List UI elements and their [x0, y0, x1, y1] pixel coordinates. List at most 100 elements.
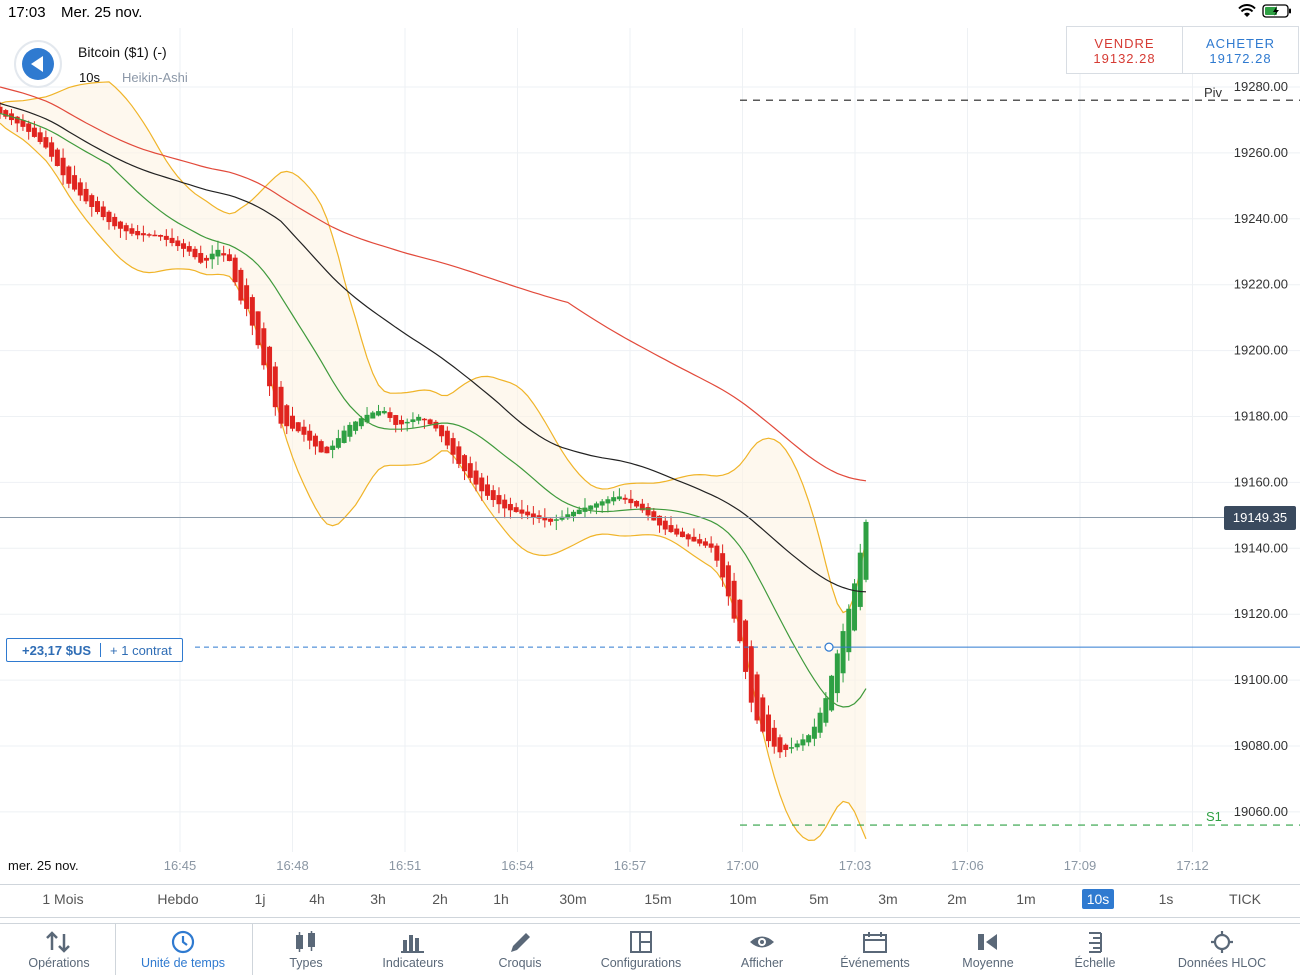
candle-body	[484, 484, 490, 496]
candle-body	[31, 127, 37, 137]
candle-body	[668, 525, 674, 533]
candle-body	[226, 254, 232, 262]
timeframe-3h[interactable]: 3h	[370, 891, 386, 907]
timeframe-5m[interactable]: 5m	[809, 891, 829, 907]
candle-body	[616, 496, 622, 500]
toolbar-moyenne[interactable]: Moyenne	[923, 923, 1053, 975]
candle-body	[777, 737, 783, 753]
candle-body	[846, 608, 852, 653]
timeframe-10s[interactable]: 10s	[1081, 889, 1115, 909]
candle-body	[244, 285, 250, 309]
y-tick-label: 19140.00	[1234, 540, 1288, 555]
candle-body	[175, 240, 181, 247]
eye-icon	[750, 936, 774, 948]
candle-body	[169, 237, 175, 244]
toolbar-afficher[interactable]: Afficher	[697, 923, 827, 975]
candle-body	[823, 698, 829, 723]
toolbar-divider	[115, 923, 116, 975]
candle-body	[657, 515, 663, 526]
candle-body	[410, 419, 416, 423]
timeframe-1h[interactable]: 1h	[493, 891, 509, 907]
x-tick-label: 17:06	[951, 858, 984, 873]
candle-body	[611, 497, 617, 502]
candle-body	[708, 543, 714, 548]
candle-body	[800, 739, 806, 746]
toolbar-unité-de-temps[interactable]: Unité de temps	[118, 923, 248, 975]
timeframe-1-mois[interactable]: 1 Mois	[42, 891, 84, 907]
candle-body	[754, 674, 760, 721]
toolbar-échelle[interactable]: Échelle	[1030, 923, 1160, 975]
timeframe-1s[interactable]: 1s	[1158, 891, 1174, 907]
timeframe-1m[interactable]: 1m	[1016, 891, 1036, 907]
candle-body	[112, 216, 118, 227]
calendar-icon	[863, 932, 887, 953]
candle-body	[806, 735, 812, 743]
candles-icon	[296, 931, 315, 952]
x-tick-label: 17:09	[1064, 858, 1097, 873]
timeframe-1j[interactable]: 1j	[254, 891, 266, 907]
timeframe-15m[interactable]: 15m	[644, 891, 672, 907]
candle-body	[209, 253, 215, 260]
timeframe-30m[interactable]: 30m	[559, 891, 587, 907]
candle-body	[83, 188, 89, 202]
timeframe-2h[interactable]: 2h	[432, 891, 448, 907]
candle-body	[857, 552, 863, 607]
candle-body	[135, 231, 141, 236]
position-label[interactable]: +23,17 $US + 1 contrat	[6, 638, 183, 662]
grid	[0, 28, 1300, 852]
candle-body	[794, 743, 800, 748]
candle-body	[186, 246, 192, 252]
timeframe-10m[interactable]: 10m	[729, 891, 757, 907]
toolbar-label: Moyenne	[962, 956, 1014, 970]
toolbar-événements[interactable]: Événements	[810, 923, 940, 975]
sell-button[interactable]: VENDRE 19132.28	[1067, 27, 1183, 73]
status-bar: 17:03 Mer. 25 nov.	[0, 0, 1300, 26]
toolbar-croquis[interactable]: Croquis	[455, 923, 585, 975]
sell-price: 19132.28	[1093, 51, 1156, 66]
timeframe-2m[interactable]: 2m	[947, 891, 967, 907]
candle-body	[238, 269, 244, 301]
candle-body	[536, 515, 542, 519]
candle-body	[840, 631, 846, 674]
candle-body	[702, 541, 708, 546]
toolbar-données-hloc[interactable]: Données HLOC	[1157, 923, 1287, 975]
timeframe-hebdo[interactable]: Hebdo	[157, 891, 199, 907]
candle-body	[20, 120, 26, 127]
toolbar-label: Unité de temps	[140, 956, 226, 970]
x-tick-label: 17:03	[839, 858, 872, 873]
candle-body	[817, 712, 823, 733]
toolbar-opérations[interactable]: Opérations	[0, 923, 124, 975]
buy-button[interactable]: ACHETER 19172.28	[1183, 27, 1298, 73]
toolbar-label: Événements	[840, 956, 910, 970]
candle-body	[100, 206, 106, 218]
y-tick-label: 19280.00	[1234, 79, 1288, 94]
timeframe-4h[interactable]: 4h	[309, 891, 325, 907]
y-tick-label: 19260.00	[1234, 145, 1288, 160]
toolbar-label: Données HLOC	[1177, 956, 1267, 970]
candle-body	[439, 425, 445, 437]
timeframe-tick[interactable]: TICK	[1229, 891, 1261, 907]
candle-body	[628, 498, 634, 504]
candle-body	[530, 513, 536, 517]
candle-body	[60, 157, 66, 176]
toolbar-configurations[interactable]: Configurations	[576, 923, 706, 975]
y-tick-label: 19200.00	[1234, 343, 1288, 358]
candle-body	[312, 435, 318, 447]
timeframe-3m[interactable]: 3m	[878, 891, 898, 907]
candle-body	[760, 697, 766, 732]
x-tick-label: 16:45	[164, 858, 197, 873]
toolbar-indicateurs[interactable]: Indicateurs	[348, 923, 478, 975]
symbol-name[interactable]: Bitcoin ($1) (-)	[78, 44, 167, 60]
chart-interval: 10s	[79, 70, 100, 85]
candle-body	[679, 531, 685, 538]
candle-body	[261, 328, 267, 366]
s1-level-label: S1	[1206, 809, 1222, 824]
candle-body	[651, 511, 657, 521]
price-chart[interactable]: Piv S1 19280.00 19260.00 19240.00 19220.00 192…	[0, 0, 1300, 880]
candle-body	[421, 418, 427, 421]
candle-body	[456, 446, 462, 464]
back-button[interactable]	[14, 40, 62, 88]
toolbar-types[interactable]: Types	[241, 923, 371, 975]
ma-black-line	[0, 102, 867, 593]
toolbar-label: Configurations	[600, 956, 682, 970]
